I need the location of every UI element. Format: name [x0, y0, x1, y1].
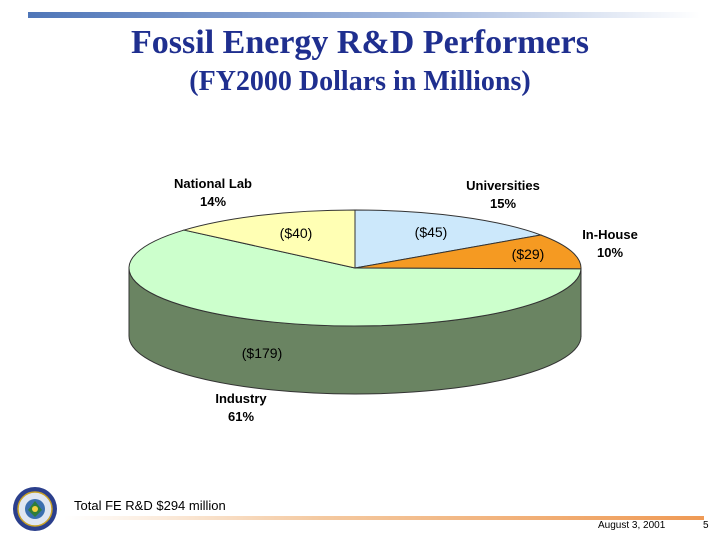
slice-value-in-house: ($29): [512, 246, 545, 262]
footer-accent-bar: [64, 516, 704, 520]
slice-name-in-house: In-House: [582, 227, 638, 242]
slice-percent-universities: 15%: [490, 196, 516, 211]
doe-seal-icon: [13, 487, 57, 531]
slice-percent-industry: 61%: [228, 409, 254, 424]
slice-value-national-lab: ($40): [280, 225, 313, 241]
slice-industry: [128, 229, 582, 327]
slice-name-universities: Universities: [466, 178, 540, 193]
page-number: 5: [703, 520, 709, 531]
slice-in-house: [354, 234, 582, 270]
slice-universities: [354, 209, 543, 269]
slice-national-lab: [182, 209, 356, 269]
slide-date: August 3, 2001: [598, 520, 666, 531]
slice-value-industry: ($179): [242, 345, 282, 361]
page-subtitle: (FY2000 Dollars in Millions): [189, 66, 531, 97]
total-note: Total FE R&D $294 million: [74, 498, 226, 513]
slice-percent-in-house: 10%: [597, 245, 623, 260]
header-accent-bar: [28, 12, 700, 18]
slice-value-universities: ($45): [415, 224, 448, 240]
page-title: Fossil Energy R&D Performers: [131, 24, 589, 61]
slice-percent-national-lab: 14%: [200, 194, 226, 209]
slice-name-national-lab: National Lab: [174, 176, 252, 191]
slice-name-industry: Industry: [215, 391, 267, 406]
